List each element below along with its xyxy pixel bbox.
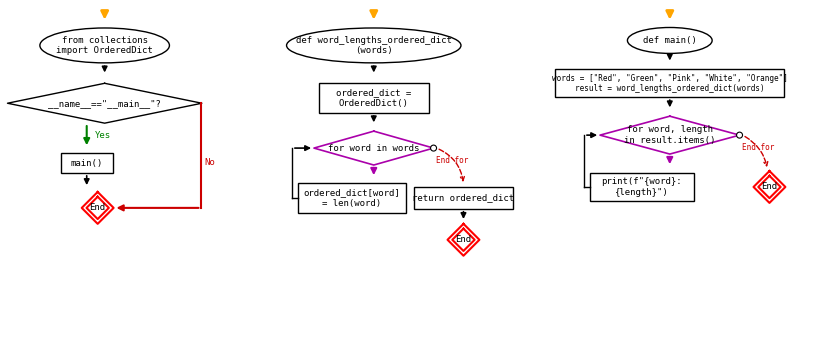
Text: def word_lengths_ordered_dict
(words): def word_lengths_ordered_dict (words) (296, 36, 452, 55)
Text: words = ["Red", "Green", "Pink", "White", "Orange"]
result = word_lengths_ordere: words = ["Red", "Green", "Pink", "White"… (552, 73, 788, 93)
Text: print(f"{word}:
{length}"): print(f"{word}: {length}") (602, 177, 682, 197)
Text: ordered_dict =
OrderedDict(): ordered_dict = OrderedDict() (336, 88, 411, 108)
Text: End: End (89, 203, 106, 212)
Text: End: End (762, 182, 777, 191)
Text: for word, length
in result.items(): for word, length in result.items() (624, 125, 716, 145)
Text: End for: End for (436, 156, 468, 165)
Bar (414, 187, 514, 209)
Polygon shape (753, 171, 785, 203)
Ellipse shape (627, 27, 713, 53)
Polygon shape (600, 116, 740, 154)
Polygon shape (447, 224, 479, 256)
Circle shape (431, 145, 437, 151)
Text: return ordered_dict: return ordered_dict (413, 193, 514, 203)
Text: for word in words: for word in words (328, 144, 419, 152)
Ellipse shape (287, 28, 461, 63)
Polygon shape (7, 83, 201, 123)
Bar (319, 83, 428, 113)
Polygon shape (452, 229, 475, 251)
Text: from collections
import OrderedDict: from collections import OrderedDict (57, 36, 153, 55)
Polygon shape (82, 192, 114, 224)
Ellipse shape (40, 28, 170, 63)
Bar (555, 69, 785, 97)
Polygon shape (758, 176, 781, 198)
Text: End: End (455, 235, 472, 244)
Text: No: No (204, 158, 215, 167)
Text: main(): main() (70, 159, 103, 167)
Polygon shape (87, 197, 109, 219)
Text: ordered_dict[word]
= len(word): ordered_dict[word] = len(word) (304, 188, 400, 208)
Text: Yes: Yes (95, 131, 111, 140)
Bar (298, 183, 405, 213)
Bar (61, 153, 113, 173)
Circle shape (736, 132, 743, 138)
Text: def main(): def main() (643, 36, 697, 45)
Bar (590, 173, 695, 201)
Text: __name__=="__main__"?: __name__=="__main__"? (48, 99, 161, 108)
Polygon shape (314, 131, 433, 165)
Text: End for: End for (741, 143, 774, 152)
